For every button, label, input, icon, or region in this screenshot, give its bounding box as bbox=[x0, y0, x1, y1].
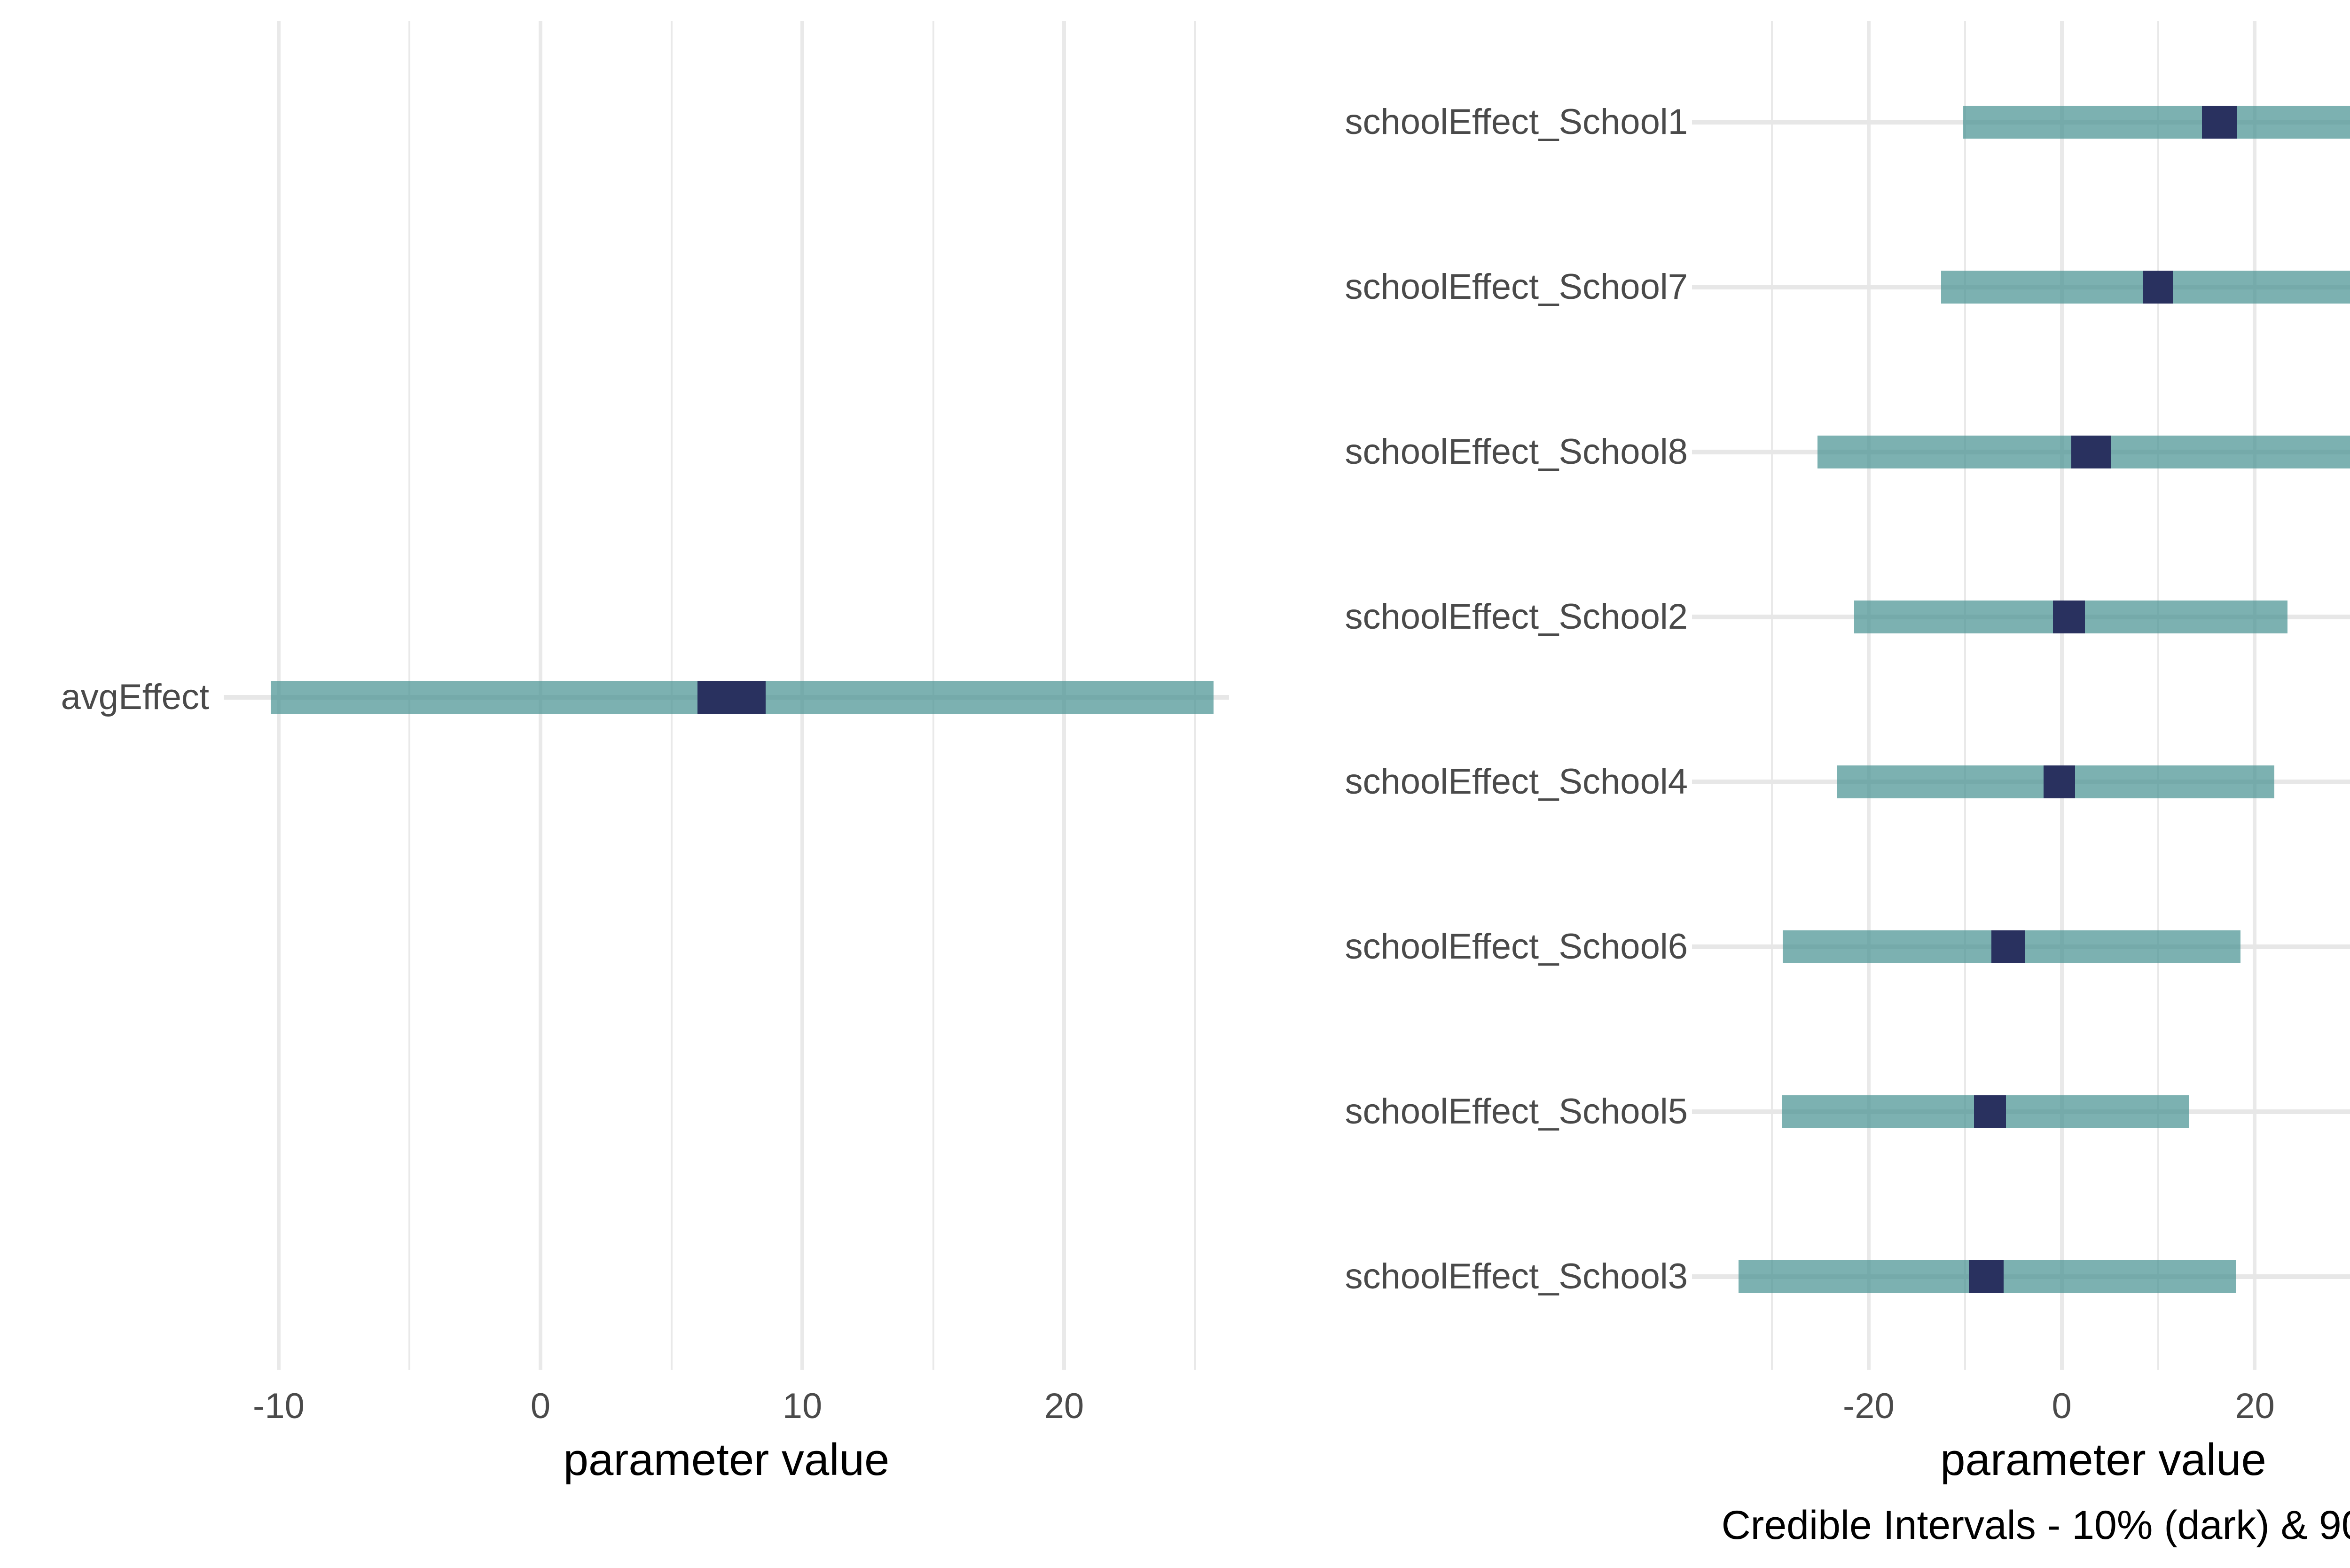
x-axis-title-left: parameter value bbox=[563, 1435, 890, 1485]
y-axis-label: schoolEffect_School5 bbox=[1345, 1091, 1688, 1131]
y-axis-label: schoolEffect_School2 bbox=[1345, 596, 1688, 637]
gridline-major bbox=[2253, 21, 2257, 1370]
x-tick-label: 10 bbox=[782, 1386, 822, 1426]
credible-interval-10-bar bbox=[2053, 600, 2085, 633]
credible-interval-90-bar bbox=[1963, 105, 2350, 139]
y-axis-label: schoolEffect_School7 bbox=[1345, 266, 1688, 307]
credible-interval-10-bar bbox=[1969, 1260, 2004, 1293]
credible-interval-10-bar bbox=[2201, 105, 2238, 139]
figure-caption: Credible Intervals - 10% (dark) & 90% (l… bbox=[1721, 1503, 2350, 1548]
x-tick-label: 0 bbox=[530, 1386, 551, 1426]
gridline-minor bbox=[2157, 21, 2160, 1370]
gridline-minor bbox=[1964, 21, 1966, 1370]
x-tick-label: -10 bbox=[253, 1386, 305, 1426]
x-tick-label: 20 bbox=[2235, 1386, 2275, 1426]
y-axis-label: schoolEffect_School3 bbox=[1345, 1256, 1688, 1296]
x-tick-label: -20 bbox=[1842, 1386, 1895, 1426]
y-axis-label: avgEffect bbox=[61, 677, 209, 717]
credible-interval-10-bar bbox=[697, 681, 766, 714]
credible-interval-10-bar bbox=[2043, 765, 2076, 798]
x-tick-label: 0 bbox=[2052, 1386, 2072, 1426]
y-axis-label: schoolEffect_School4 bbox=[1345, 761, 1688, 802]
gridline-major bbox=[1866, 21, 1871, 1370]
y-axis-label: schoolEffect_School1 bbox=[1345, 101, 1688, 142]
x-tick-label: 20 bbox=[1044, 1386, 1084, 1426]
credible-interval-10-bar bbox=[1974, 1095, 2006, 1128]
gridline-major bbox=[2060, 21, 2064, 1370]
y-axis-label: schoolEffect_School8 bbox=[1345, 431, 1688, 472]
gridline-minor bbox=[1771, 21, 1773, 1370]
credible-interval-10-bar bbox=[1991, 930, 2025, 963]
credible-interval-10-bar bbox=[2071, 435, 2111, 468]
credible-interval-10-bar bbox=[2143, 270, 2173, 304]
y-axis-label: schoolEffect_School6 bbox=[1345, 926, 1688, 967]
x-axis-title-right: parameter value bbox=[1940, 1435, 2266, 1485]
